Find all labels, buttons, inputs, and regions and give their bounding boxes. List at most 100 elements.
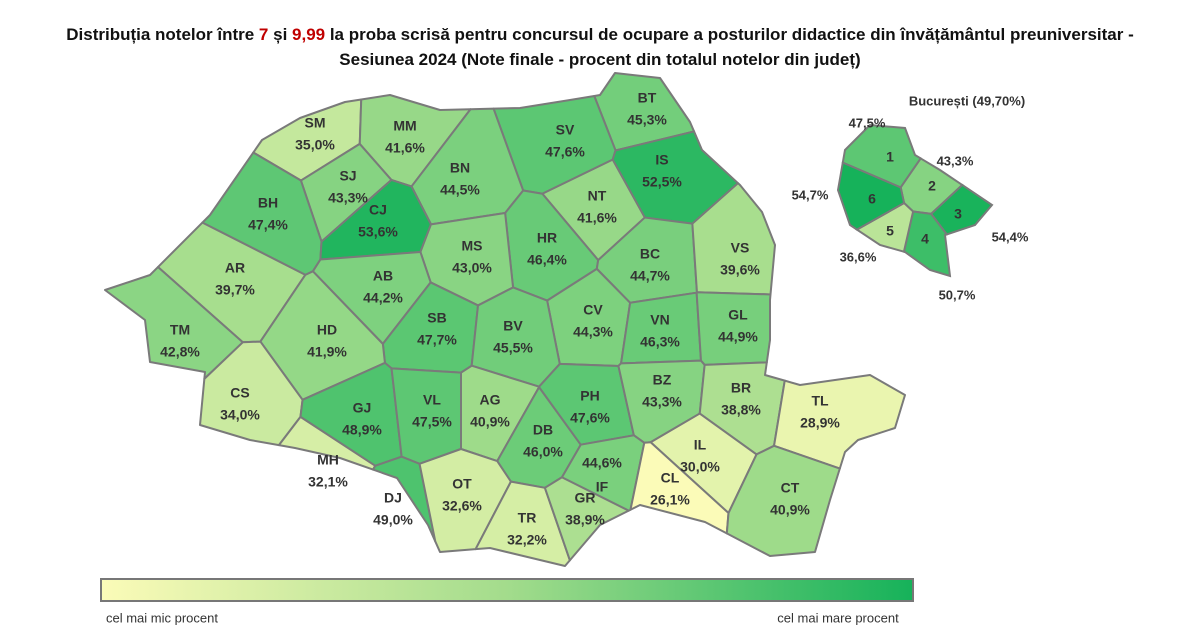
county-code: IF [596, 479, 609, 495]
county-code: BV [503, 318, 523, 334]
county-code: PH [580, 388, 599, 404]
county-value: 35,0% [295, 137, 335, 153]
county-code: SV [556, 122, 575, 138]
county-value: 32,6% [442, 498, 482, 514]
county-code: IL [694, 437, 707, 453]
sector-value: 50,7% [939, 287, 976, 302]
county-code: GJ [353, 400, 372, 416]
county-value: 39,6% [720, 262, 760, 278]
county-code: CL [661, 470, 680, 486]
county-value: 41,6% [577, 210, 617, 226]
county-value: 32,2% [507, 532, 547, 548]
county-code: SB [427, 310, 446, 326]
sector-number: 5 [886, 223, 894, 239]
county-code: GR [575, 490, 596, 506]
county-code: TR [518, 510, 537, 526]
county-value: 43,0% [452, 260, 492, 276]
county [691, 182, 776, 296]
county-value: 45,5% [493, 340, 533, 356]
sector-value: 47,5% [849, 115, 886, 130]
county-code: MM [393, 118, 416, 134]
title-number: 9,99 [292, 25, 326, 44]
sector-value: 36,6% [840, 249, 877, 264]
county-value: 40,9% [470, 414, 510, 430]
sector-number: 3 [954, 206, 962, 222]
title-part: și [268, 25, 293, 44]
county-code: TL [811, 393, 829, 409]
county-value: 44,7% [630, 268, 670, 284]
bucharest-title: București (49,70%) [909, 93, 1025, 108]
county-value: 48,9% [342, 422, 382, 438]
sector-value: 54,7% [792, 187, 829, 202]
county-value: 44,5% [440, 182, 480, 198]
county-code: AB [373, 268, 393, 284]
counties [104, 72, 906, 567]
sector-number: 1 [886, 149, 894, 165]
county-value: 32,1% [308, 474, 348, 490]
county-value: 44,3% [573, 324, 613, 340]
county-value: 44,6% [582, 455, 622, 471]
county-code: OT [452, 476, 472, 492]
county-code: BZ [653, 372, 672, 388]
title-line2: Sesiunea 2024 (Note finale - procent din… [339, 50, 861, 69]
county-code: CJ [369, 202, 387, 218]
county-value: 45,3% [627, 112, 667, 128]
county-code: DJ [384, 490, 402, 506]
county-code: AG [480, 392, 501, 408]
county-value: 38,8% [721, 402, 761, 418]
county-value: 30,0% [680, 459, 720, 475]
county-value: 38,9% [565, 512, 605, 528]
county-value: 47,6% [570, 410, 610, 426]
county-value: 41,9% [307, 344, 347, 360]
county-code: MH [317, 452, 339, 468]
sector-value: 43,3% [937, 153, 974, 168]
county-value: 46,4% [527, 252, 567, 268]
title: Distribuția notelor între 7 și 9,99 la p… [0, 22, 1200, 72]
title-part: Distribuția notelor între [66, 25, 259, 44]
county-code: TM [170, 322, 190, 338]
county-value: 26,1% [650, 492, 690, 508]
county-value: 44,9% [718, 329, 758, 345]
bucharest [836, 123, 994, 278]
sector-number: 6 [868, 191, 876, 207]
county-code: CS [230, 385, 249, 401]
sector [902, 210, 952, 278]
county-code: HR [537, 230, 557, 246]
county [372, 455, 437, 543]
county-code: HD [317, 322, 337, 338]
county-value: 49,0% [373, 512, 413, 528]
county-code: SM [305, 115, 326, 131]
county-code: BN [450, 160, 470, 176]
county-value: 47,7% [417, 332, 457, 348]
title-part: la proba scrisă pentru concursul de ocup… [325, 25, 1134, 44]
county-value: 28,9% [800, 415, 840, 431]
county [629, 441, 730, 535]
sector-number: 2 [928, 178, 936, 194]
county-value: 46,0% [523, 444, 563, 460]
title-number: 7 [258, 25, 269, 44]
county [418, 448, 512, 553]
county [725, 444, 841, 557]
county-code: CT [781, 480, 800, 496]
county-value: 53,6% [358, 224, 398, 240]
county-value: 43,3% [328, 190, 368, 206]
legend-low: cel mai mic procent [106, 610, 218, 625]
county-value: 39,7% [215, 282, 255, 298]
county-code: BR [731, 380, 751, 396]
county-code: CV [583, 302, 603, 318]
county-value: 41,6% [385, 140, 425, 156]
county-value: 47,5% [412, 414, 452, 430]
county-value: 46,3% [640, 334, 680, 350]
county-code: AR [225, 260, 245, 276]
sector [836, 161, 906, 231]
county-value: 52,5% [642, 174, 682, 190]
county-value: 34,0% [220, 407, 260, 423]
county-value: 42,8% [160, 344, 200, 360]
county-code: MS [462, 238, 483, 254]
county-code: BC [640, 246, 660, 262]
legend-bar [100, 578, 914, 602]
county-value: 43,3% [642, 394, 682, 410]
county-value: 40,9% [770, 502, 810, 518]
